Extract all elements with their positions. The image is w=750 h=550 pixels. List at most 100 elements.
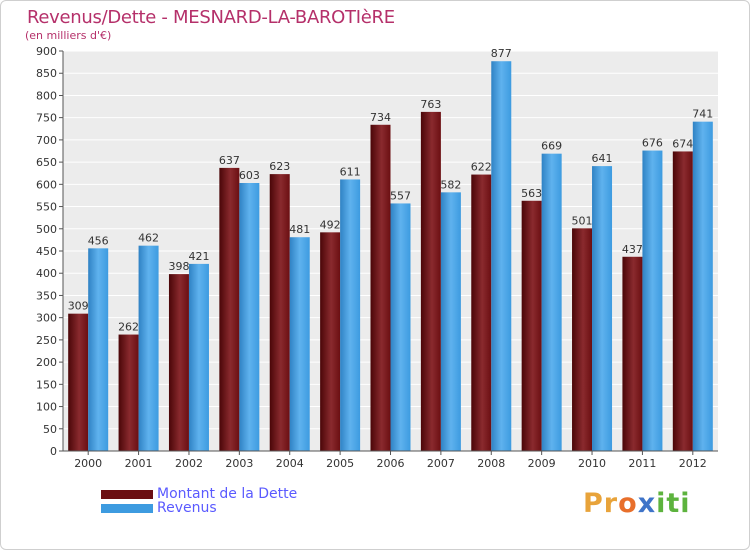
- value-label: 676: [642, 137, 663, 150]
- y-axis-ticks: 0 50 100 150 200 250 300 350 400 450 500 550 600 650 7…: [36, 45, 63, 458]
- legend-label-dette: Montant de la Dette: [157, 486, 298, 502]
- y-tick-label: 400: [36, 267, 57, 280]
- x-tick-label: 2009: [528, 457, 556, 470]
- value-label: 262: [118, 321, 139, 334]
- value-label: 462: [138, 232, 159, 245]
- value-label: 637: [219, 154, 240, 167]
- legend-item-revenus: Revenus: [101, 501, 297, 515]
- x-tick-label: 2003: [225, 457, 253, 470]
- bar-revenus: [88, 248, 109, 451]
- bar-dette: [68, 313, 89, 451]
- x-tick-label: 2011: [628, 457, 656, 470]
- y-tick-label: 650: [36, 156, 57, 169]
- legend-label-revenus: Revenus: [157, 500, 217, 516]
- value-label: 481: [289, 223, 310, 236]
- x-tick-label: 2001: [125, 457, 153, 470]
- bar-dette: [672, 151, 693, 451]
- y-tick-label: 600: [36, 178, 57, 191]
- x-tick-label: 2008: [477, 457, 505, 470]
- legend-item-dette: Montant de la Dette: [101, 487, 297, 501]
- x-tick-label: 2010: [578, 457, 606, 470]
- y-tick-label: 300: [36, 312, 57, 325]
- y-tick-label: 500: [36, 223, 57, 236]
- bar-dette: [471, 174, 492, 452]
- bar-revenus: [289, 237, 310, 451]
- y-tick-label: 150: [36, 378, 57, 391]
- x-tick-label: 2005: [326, 457, 354, 470]
- bar-dette: [118, 334, 139, 451]
- bar-revenus: [340, 179, 361, 451]
- x-tick-label: 2000: [74, 457, 102, 470]
- value-label: 398: [168, 260, 189, 273]
- bar-dette: [219, 167, 240, 451]
- value-label: 741: [692, 108, 713, 121]
- bar-dette: [420, 111, 441, 451]
- y-tick-label: 850: [36, 67, 57, 80]
- logo-letter: x: [637, 488, 657, 519]
- value-label: 582: [440, 178, 461, 191]
- logo-letter: r: [603, 488, 619, 519]
- chart-subtitle: (en milliers d'€): [25, 29, 112, 42]
- bar-dette: [370, 124, 391, 452]
- bar-revenus: [642, 150, 663, 452]
- y-tick-label: 800: [36, 89, 57, 102]
- y-tick-label: 250: [36, 334, 57, 347]
- x-tick-label: 2006: [377, 457, 405, 470]
- bar-dette: [269, 174, 290, 451]
- value-label: 421: [188, 250, 209, 263]
- value-label: 611: [340, 165, 361, 178]
- bar-revenus: [390, 203, 411, 451]
- value-label: 622: [471, 161, 492, 174]
- y-tick-label: 350: [36, 289, 57, 302]
- value-label: 492: [320, 218, 341, 231]
- y-tick-label: 750: [36, 112, 57, 125]
- value-label: 641: [592, 152, 613, 165]
- bars: [68, 61, 713, 452]
- y-tick-label: 700: [36, 134, 57, 147]
- bar-dette: [622, 256, 643, 451]
- bar-revenus: [239, 183, 260, 451]
- value-label: 557: [390, 189, 411, 202]
- bar-dette: [572, 228, 593, 451]
- x-tick-label: 2007: [427, 457, 455, 470]
- value-label: 734: [370, 111, 391, 124]
- value-label: 669: [541, 140, 562, 153]
- x-tick-label: 2004: [276, 457, 304, 470]
- value-label: 437: [622, 243, 643, 256]
- logo-letter: o: [618, 488, 638, 519]
- bar-revenus: [541, 153, 562, 451]
- value-label: 563: [521, 187, 542, 200]
- y-tick-label: 450: [36, 245, 57, 258]
- bar-revenus: [692, 121, 713, 452]
- chart-title: Revenus/Dette - MESNARD-LA-BAROTIèRE: [27, 7, 395, 28]
- logo-letter: P: [583, 488, 604, 519]
- value-label: 603: [239, 169, 260, 182]
- legend-swatch-revenus: [101, 503, 153, 513]
- y-tick-label: 50: [43, 423, 57, 436]
- y-tick-label: 550: [36, 201, 57, 214]
- bar-revenus: [440, 192, 461, 452]
- x-tick-label: 2012: [679, 457, 707, 470]
- logo-letter: i: [680, 488, 691, 519]
- value-label: 623: [269, 160, 290, 173]
- logo-letter: i: [656, 488, 667, 519]
- y-tick-label: 100: [36, 401, 57, 414]
- bar-revenus: [592, 166, 613, 451]
- y-tick-label: 0: [50, 445, 57, 458]
- y-tick-label: 900: [36, 45, 57, 58]
- proxiti-logo: Proxiti: [583, 488, 691, 519]
- bar-revenus: [138, 245, 159, 451]
- bar-dette: [320, 232, 341, 451]
- value-label: 674: [672, 137, 693, 150]
- legend-swatch-dette: [101, 489, 153, 499]
- y-tick-label: 200: [36, 356, 57, 369]
- value-label: 877: [491, 47, 512, 60]
- bar-dette: [521, 200, 542, 451]
- legend: Montant de la Dette Revenus: [101, 487, 297, 515]
- bar-revenus: [491, 61, 512, 451]
- bar-dette: [168, 274, 189, 451]
- logo-letter: t: [666, 488, 681, 519]
